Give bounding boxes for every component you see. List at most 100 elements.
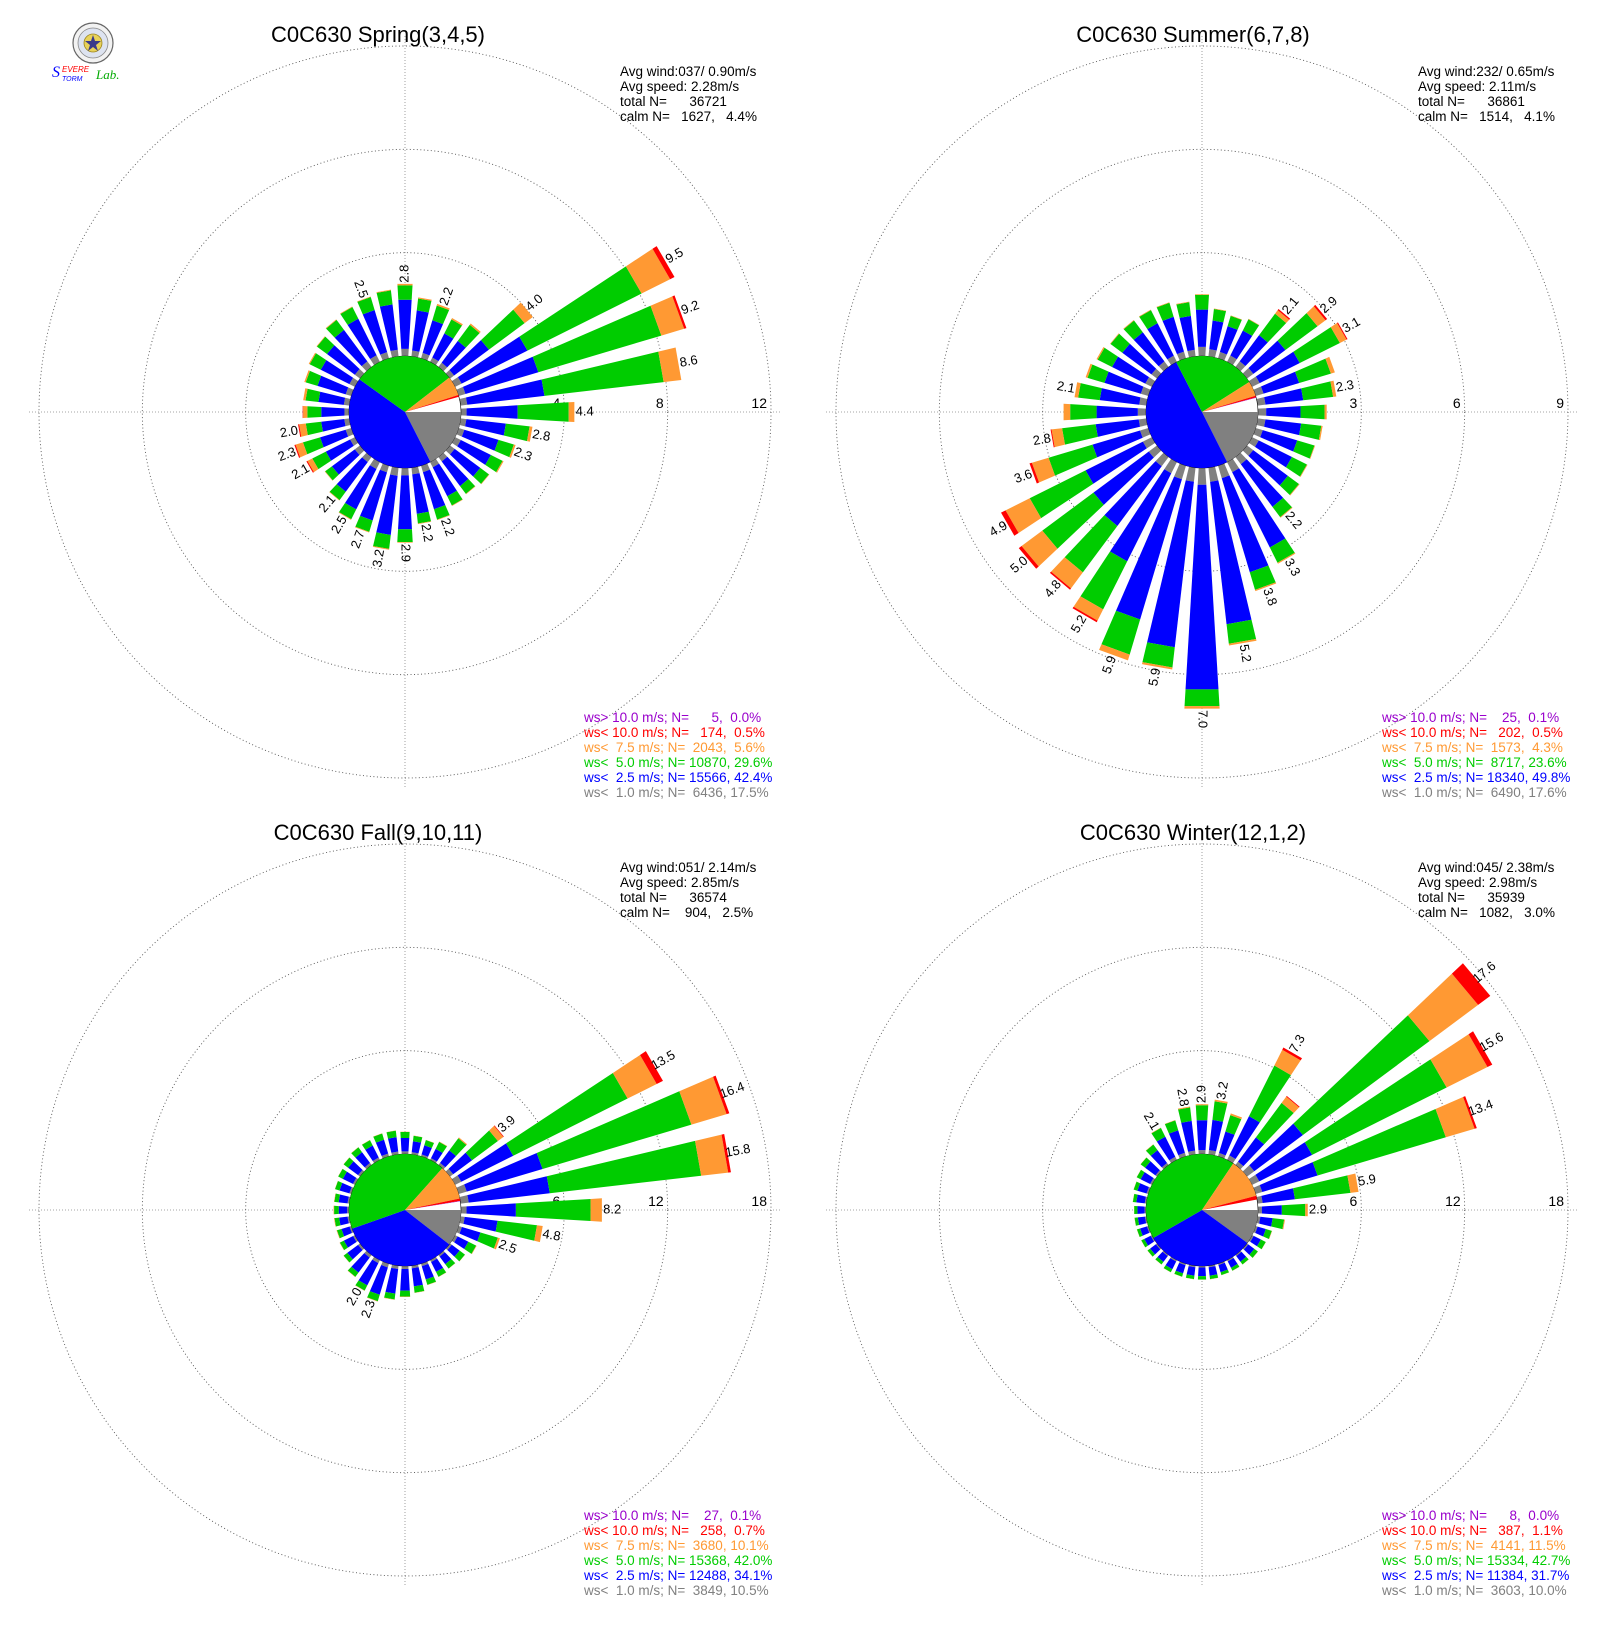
- wind-bar: [298, 418, 351, 437]
- bar-segment: [370, 355, 380, 366]
- bar-segment: [298, 424, 302, 437]
- bar-segment: [380, 352, 390, 361]
- bar-segment: [320, 429, 349, 448]
- wind-bar: [347, 1250, 372, 1278]
- wind-bar: [1227, 318, 1260, 366]
- wind-bar: [303, 388, 351, 406]
- bar-segment: [1151, 1127, 1166, 1142]
- wind-bar: [1164, 1120, 1187, 1159]
- bar-segment: [1219, 1131, 1235, 1156]
- bar-segment: [375, 1139, 389, 1156]
- legend-entry: ws< 5.0 m/s; N= 15334, 42.7%: [1381, 1553, 1570, 1568]
- bar-segment: [416, 298, 432, 313]
- bar-segment: [416, 511, 432, 524]
- bar-segment: [1227, 458, 1240, 473]
- bar-segment: [360, 469, 388, 521]
- wind-bar: [1217, 315, 1243, 361]
- bar-segment: [1142, 642, 1175, 668]
- bar-segment: [1134, 1217, 1136, 1226]
- bar-segment: [1257, 408, 1267, 416]
- bar-segment: [1289, 484, 1300, 496]
- bar-segment: [1156, 1136, 1176, 1161]
- bar-segment: [1156, 302, 1174, 321]
- bar-segment: [340, 306, 353, 315]
- bar-segment: [1260, 371, 1300, 394]
- bar-segment: [1196, 1120, 1208, 1151]
- wind-bar: [1256, 1216, 1286, 1230]
- bar-segment: [1242, 319, 1260, 336]
- wind-bar: [1123, 320, 1169, 372]
- bar-segment: [1018, 546, 1039, 569]
- wind-bar: [1248, 1031, 1493, 1185]
- bar-segment: [347, 1216, 351, 1224]
- bar-segment: [459, 1254, 466, 1262]
- pie-slice: [405, 412, 461, 462]
- wind-bar: [1155, 1250, 1169, 1265]
- bar-segment: [1227, 355, 1237, 366]
- bar-segment: [430, 357, 439, 366]
- bar-segment: [397, 285, 413, 300]
- bar-segment: [401, 1265, 409, 1269]
- bar-segment: [1239, 335, 1268, 367]
- bar-segment: [1277, 308, 1291, 320]
- stats-line: calm N= 1082, 3.0%: [1418, 905, 1555, 920]
- bar-segment: [1309, 445, 1316, 459]
- wind-bar: [1163, 1256, 1177, 1273]
- bar-segment: [339, 1240, 348, 1251]
- bar-segment: [1155, 452, 1169, 467]
- bar-segment: [350, 437, 359, 446]
- bar-segment: [1198, 1267, 1206, 1277]
- bar-segment: [1212, 1101, 1228, 1122]
- panel-fall: 6 12 183.913.516.415.88.24.82.52.32.0C0C63…: [29, 820, 781, 1598]
- bar-segment: [372, 546, 390, 550]
- bar-segment: [1226, 619, 1257, 644]
- bar-segment: [1097, 347, 1118, 367]
- bar-value-label: 2.2: [418, 523, 436, 543]
- stats-line: calm N= 1514, 4.1%: [1418, 109, 1555, 124]
- wind-bar: [1134, 1205, 1147, 1215]
- bar-segment: [401, 467, 409, 476]
- legend-entry: ws< 1.0 m/s; N= 3603, 10.0%: [1381, 1583, 1567, 1598]
- bar-segment: [1209, 1274, 1219, 1280]
- bar-segment: [1208, 1264, 1216, 1268]
- bar-segment: [420, 463, 430, 473]
- bar-segment: [376, 289, 391, 293]
- bar-segment: [1274, 1049, 1301, 1076]
- bar-segment: [1212, 308, 1227, 323]
- bar-segment: [1232, 468, 1286, 548]
- wind-bar: [337, 1168, 359, 1185]
- bar-value-label: 2.3: [512, 444, 534, 464]
- bar-segment: [1110, 333, 1130, 353]
- bar-segment: [1249, 1123, 1303, 1172]
- bar-segment: [1256, 418, 1266, 427]
- bar-segment: [695, 1134, 729, 1176]
- bar-segment: [387, 1137, 399, 1153]
- bar-segment: [397, 541, 413, 543]
- bar-segment: [367, 1291, 380, 1302]
- bar-segment: [364, 1250, 372, 1258]
- bar-value-label: 15.6: [1477, 1029, 1506, 1055]
- bar-segment: [331, 449, 360, 475]
- ring-label: 12: [751, 395, 767, 411]
- bar-segment: [1242, 445, 1254, 456]
- bar-segment: [438, 1250, 445, 1257]
- panel-spring: 4 8 122.82.2 4.09.59.28.64.42.82.32.22.22.9…: [29, 22, 781, 800]
- wind-bar: [459, 1133, 731, 1204]
- wind-bar: [1256, 380, 1337, 406]
- wind-bar: [1074, 382, 1148, 406]
- bar-segment: [1136, 1229, 1140, 1238]
- bar-segment: [448, 1263, 456, 1269]
- bar-segment: [347, 1206, 350, 1214]
- bar-segment: [1101, 610, 1141, 655]
- bar-segment: [317, 375, 349, 395]
- wind-bar: [1133, 1181, 1151, 1195]
- bar-segment: [333, 1193, 336, 1202]
- bar-segment: [1219, 326, 1238, 355]
- bar-segment: [464, 1241, 477, 1254]
- bar-value-label: 13.5: [648, 1047, 677, 1073]
- wind-bar: [1049, 452, 1169, 590]
- bar-segment: [1221, 475, 1269, 573]
- bar-segment: [425, 1139, 435, 1143]
- bar-segment: [1242, 368, 1254, 379]
- bar-segment: [1259, 1162, 1318, 1193]
